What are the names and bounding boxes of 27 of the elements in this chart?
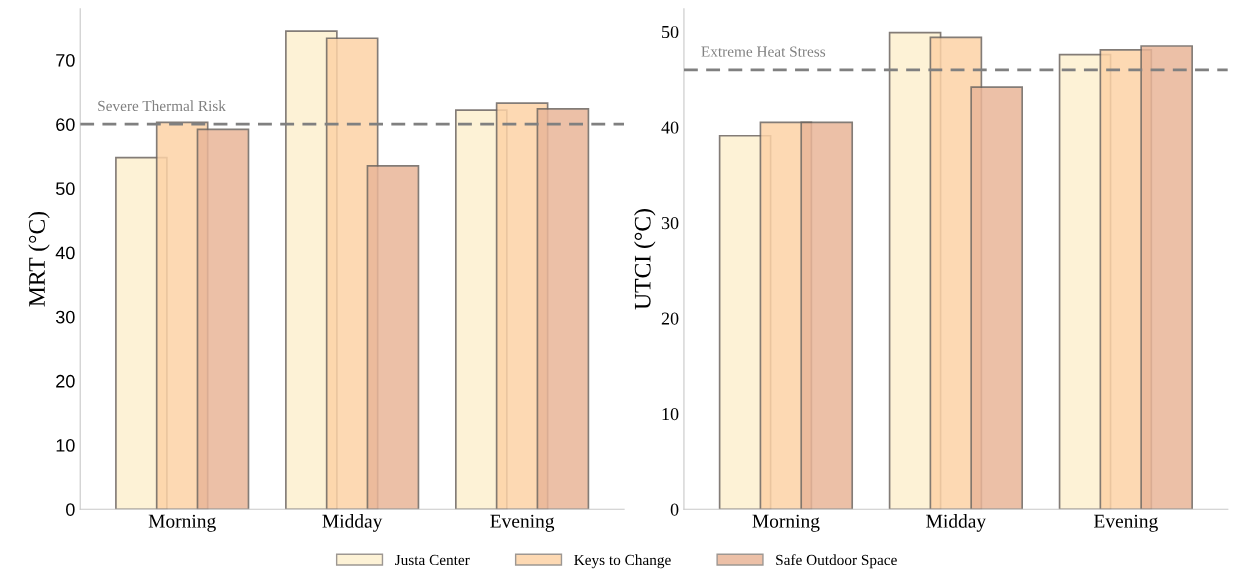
y-tick-label: 20 (661, 312, 679, 325)
y-tick-label: 50 (55, 182, 75, 196)
y-tick-label: 0 (66, 503, 75, 516)
x-tick-label: Evening (1094, 514, 1158, 532)
y-tick-label: 10 (56, 439, 75, 452)
ref-line-label: Severe Thermal Risk (98, 100, 226, 112)
y-tick-label: 0 (670, 503, 679, 516)
y-tick-label: 30 (661, 216, 679, 230)
y-tick-label: 30 (55, 310, 75, 324)
y-axis-title: MRT (°C) (28, 211, 50, 307)
y-tick-label: 50 (662, 25, 679, 39)
x-tick-label: Evening (490, 514, 555, 532)
y-tick-label: 40 (661, 121, 679, 134)
y-axis-title: UTCI (°C) (634, 209, 656, 310)
legend-label: Keys to Change (574, 554, 671, 569)
ref-line-label: Extreme Heat Stress (701, 46, 826, 57)
y-tick-label: 40 (55, 246, 75, 260)
legend-label: Justa Center (395, 554, 470, 566)
y-tick-label: 70 (56, 54, 75, 67)
y-tick-label: 20 (56, 374, 75, 388)
x-tick-label: Midday (926, 514, 987, 532)
legend-label: Safe Outdoor Space (776, 554, 897, 569)
y-tick-label: 10 (662, 407, 679, 421)
y-tick-label: 60 (56, 118, 75, 131)
x-tick-label: Morning (148, 514, 216, 532)
x-tick-label: Morning (752, 514, 820, 532)
x-tick-label: Midday (322, 514, 383, 532)
